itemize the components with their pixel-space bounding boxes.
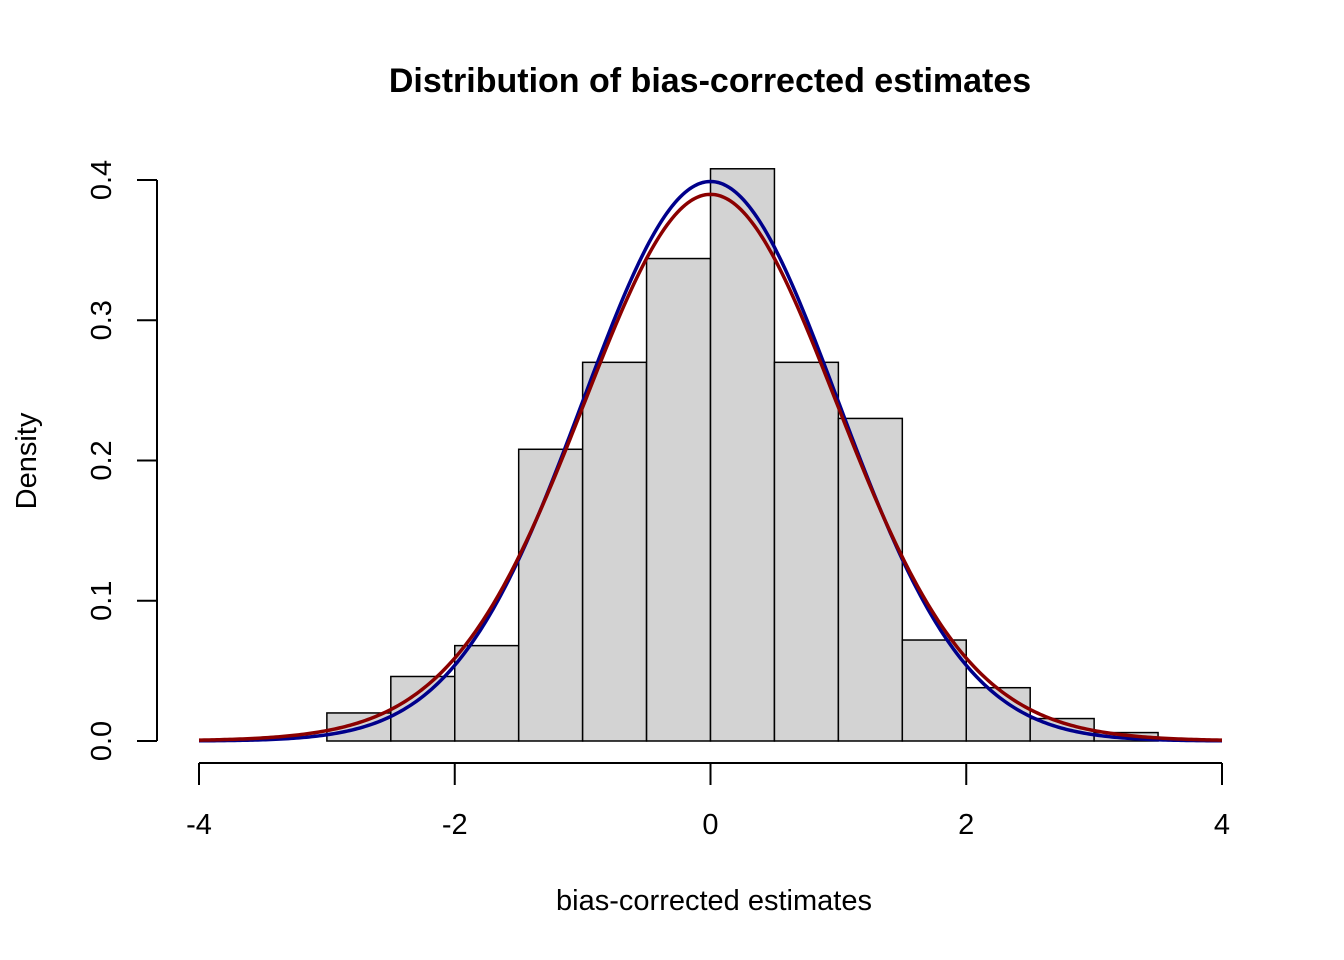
histogram-bars — [326, 168, 1159, 742]
x-axis: -4 -2 0 2 4 — [186, 762, 1230, 841]
y-tick-label: 0.3 — [86, 300, 118, 340]
y-tick-label: 0.0 — [86, 721, 118, 761]
histogram-bar — [645, 257, 712, 742]
y-tick-label: 0.2 — [86, 440, 118, 480]
histogram-bar — [454, 644, 520, 742]
density-curves — [198, 179, 1223, 743]
x-tick-label: 0 — [702, 809, 718, 841]
histogram-bar — [837, 417, 904, 742]
histogram-bar — [517, 448, 584, 742]
histogram-bar — [581, 361, 648, 742]
x-tick-label: 4 — [1214, 809, 1230, 841]
x-axis-label: bias-corrected estimates — [556, 885, 872, 917]
density-curve — [198, 179, 1223, 743]
histogram-bar — [709, 168, 776, 742]
y-axis: 0.0 0.1 0.2 0.3 0.4 — [86, 160, 158, 761]
y-axis-label: Density — [11, 412, 43, 509]
chart-title: Distribution of bias-corrected estimates — [389, 62, 1031, 100]
histogram-bar — [901, 639, 967, 742]
x-tick-label: 2 — [958, 809, 974, 841]
y-tick-label: 0.1 — [86, 581, 118, 621]
x-tick-label: -4 — [186, 809, 212, 841]
histogram-bar — [773, 361, 840, 742]
histogram-bar — [390, 675, 456, 742]
density-curve — [198, 192, 1223, 742]
y-tick-label: 0.4 — [86, 160, 118, 200]
x-tick-label: -2 — [442, 809, 468, 841]
